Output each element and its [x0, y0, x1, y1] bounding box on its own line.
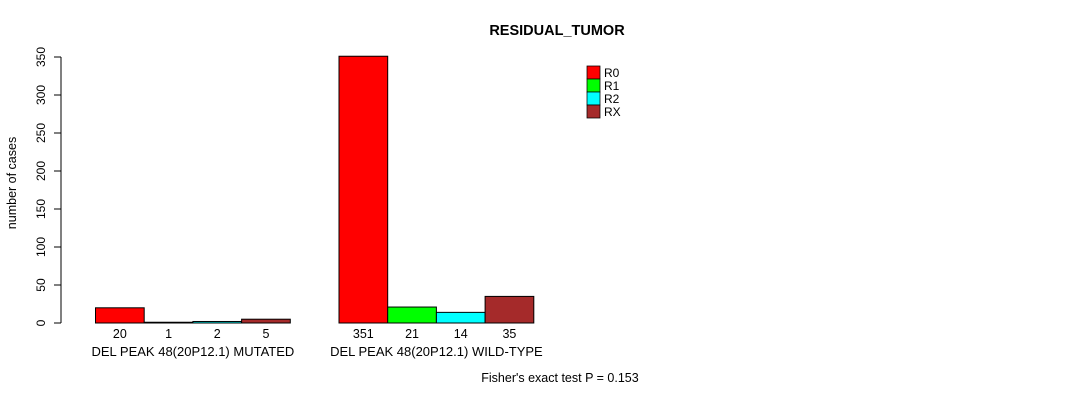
legend-label-r2: R2 [604, 92, 620, 106]
bar-r1-group2 [387, 306, 437, 324]
bar-value-label: 21 [405, 327, 419, 341]
bar-r2-group2 [435, 311, 486, 324]
legend-swatch-rx [586, 104, 601, 119]
y-tick-label: 300 [34, 85, 48, 105]
bar-value-label: 35 [502, 327, 516, 341]
y-tick-label: 50 [34, 278, 48, 292]
bar-value-label: 5 [262, 327, 269, 341]
bar-value-label: 351 [353, 327, 374, 341]
x-labels-layer: 20 1 2 5 DEL PEAK 48(20P12.1) MUTATED 351 21 14… [92, 327, 544, 359]
bar-value-label: 14 [454, 327, 468, 341]
y-tick-label: 150 [34, 199, 48, 219]
bar-r1-group1 [143, 321, 194, 324]
legend-swatch-r0 [586, 65, 601, 80]
y-tick-label: 350 [34, 47, 48, 67]
bars-layer [95, 55, 535, 324]
bar-rx-group1 [241, 318, 291, 324]
legend-swatch-r1 [586, 78, 601, 93]
bar-r0-group1 [95, 307, 145, 324]
bar-r0-group2 [338, 55, 389, 324]
legend-label-r0: R0 [604, 66, 620, 80]
fisher-test-annotation: Fisher's exact test P = 0.153 [481, 371, 638, 385]
y-tick-label: 0 [34, 319, 48, 326]
y-tick-label: 200 [34, 161, 48, 181]
legend-label-rx: RX [604, 105, 621, 119]
bar-rx-group2 [484, 295, 535, 324]
y-axis: 0 50 100 150 200 250 300 350 [34, 47, 62, 326]
legend-label-r1: R1 [604, 79, 620, 93]
chart-title: RESIDUAL_TUMOR [489, 23, 625, 39]
y-tick-label: 100 [34, 237, 48, 257]
legend-swatch-r2 [586, 91, 601, 106]
category-label: DEL PEAK 48(20P12.1) MUTATED [92, 344, 295, 359]
bar-value-label: 1 [165, 327, 172, 341]
y-tick-label: 250 [34, 123, 48, 143]
bar-value-label: 20 [113, 327, 127, 341]
bar-value-label: 2 [214, 327, 221, 341]
bar-r2-group1 [192, 320, 243, 324]
category-label: DEL PEAK 48(20P12.1) WILD-TYPE [330, 344, 543, 359]
y-axis-label: number of cases [5, 137, 19, 229]
